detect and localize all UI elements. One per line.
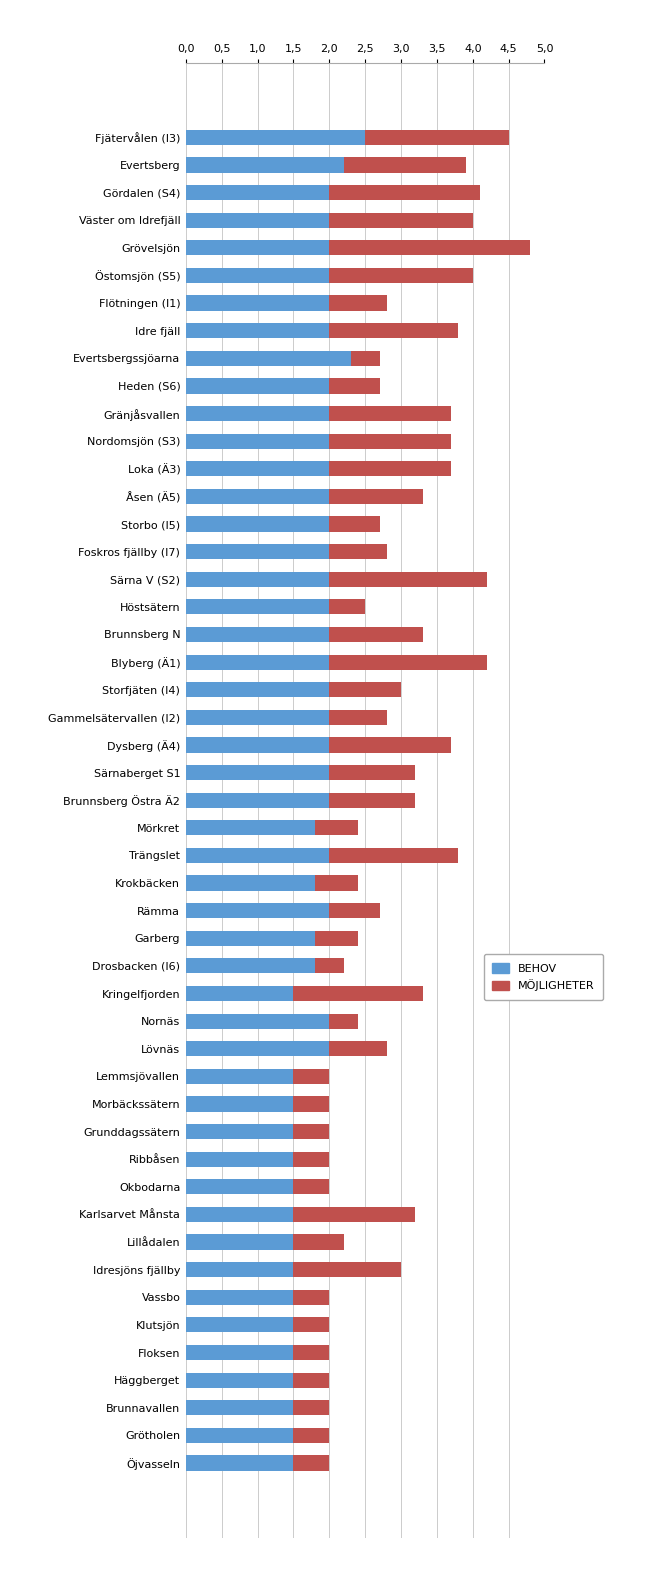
Bar	[329, 1042, 386, 1056]
Bar	[186, 709, 329, 725]
Bar	[329, 628, 422, 642]
Bar	[186, 1123, 293, 1139]
Bar	[329, 571, 487, 587]
Bar	[293, 1456, 329, 1470]
Bar	[293, 1290, 329, 1305]
Bar	[329, 516, 380, 532]
Bar	[329, 240, 530, 256]
Bar	[293, 1261, 401, 1277]
Bar	[293, 1123, 329, 1139]
Bar	[329, 737, 452, 753]
Bar	[186, 1318, 293, 1332]
Bar	[186, 628, 329, 642]
Bar	[329, 406, 452, 420]
Bar	[329, 295, 386, 311]
Bar	[186, 1068, 293, 1084]
Bar	[293, 1428, 329, 1443]
Bar	[186, 240, 329, 256]
Bar	[186, 490, 329, 504]
Bar	[315, 876, 358, 891]
Bar	[293, 985, 422, 1001]
Bar	[329, 709, 386, 725]
Bar	[186, 821, 315, 835]
Bar	[186, 268, 329, 282]
Bar	[329, 461, 452, 477]
Bar	[186, 1180, 293, 1194]
Bar	[186, 930, 315, 946]
Bar	[186, 1152, 293, 1167]
Bar	[293, 1097, 329, 1111]
Bar	[186, 1097, 293, 1111]
Bar	[293, 1345, 329, 1360]
Bar	[186, 737, 329, 753]
Bar	[186, 847, 329, 863]
Bar	[329, 490, 422, 504]
Bar	[329, 323, 458, 339]
Bar	[315, 821, 358, 835]
Bar	[186, 1207, 293, 1222]
Bar	[293, 1152, 329, 1167]
Bar	[186, 1400, 293, 1415]
Bar	[186, 1235, 293, 1249]
Bar	[293, 1207, 416, 1222]
Bar	[186, 792, 329, 808]
Bar	[186, 766, 329, 780]
Bar	[186, 295, 329, 311]
Bar	[186, 683, 329, 697]
Bar	[329, 766, 416, 780]
Bar	[329, 599, 365, 615]
Bar	[186, 378, 329, 394]
Bar	[344, 157, 465, 173]
Bar	[186, 1042, 329, 1056]
Bar	[329, 213, 473, 228]
Bar	[186, 433, 329, 449]
Bar	[293, 1068, 329, 1084]
Bar	[186, 1456, 293, 1470]
Bar	[293, 1373, 329, 1387]
Bar	[186, 461, 329, 477]
Bar	[186, 654, 329, 670]
Bar	[329, 654, 487, 670]
Bar	[329, 378, 380, 394]
Bar	[186, 516, 329, 532]
Bar	[329, 904, 380, 918]
Bar	[186, 599, 329, 615]
Bar	[186, 1428, 293, 1443]
Bar	[186, 876, 315, 891]
Bar	[186, 157, 344, 173]
Bar	[351, 351, 380, 366]
Legend: BEHOV, MÖJLIGHETER: BEHOV, MÖJLIGHETER	[483, 954, 604, 999]
Bar	[186, 1014, 329, 1029]
Bar	[329, 683, 401, 697]
Bar	[293, 1180, 329, 1194]
Bar	[329, 433, 452, 449]
Bar	[186, 571, 329, 587]
Bar	[186, 904, 329, 918]
Bar	[186, 185, 329, 201]
Bar	[186, 1290, 293, 1305]
Bar	[365, 130, 509, 144]
Bar	[186, 351, 351, 366]
Bar	[186, 323, 329, 339]
Bar	[186, 406, 329, 420]
Bar	[329, 792, 416, 808]
Bar	[293, 1400, 329, 1415]
Bar	[315, 959, 344, 973]
Bar	[329, 847, 458, 863]
Bar	[329, 544, 386, 559]
Bar	[186, 544, 329, 559]
Bar	[186, 985, 293, 1001]
Bar	[186, 130, 365, 144]
Bar	[186, 1373, 293, 1387]
Bar	[186, 959, 315, 973]
Bar	[293, 1235, 344, 1249]
Bar	[186, 1261, 293, 1277]
Bar	[329, 268, 473, 282]
Bar	[329, 1014, 358, 1029]
Bar	[186, 213, 329, 228]
Bar	[293, 1318, 329, 1332]
Bar	[329, 185, 480, 201]
Bar	[186, 1345, 293, 1360]
Bar	[315, 930, 358, 946]
